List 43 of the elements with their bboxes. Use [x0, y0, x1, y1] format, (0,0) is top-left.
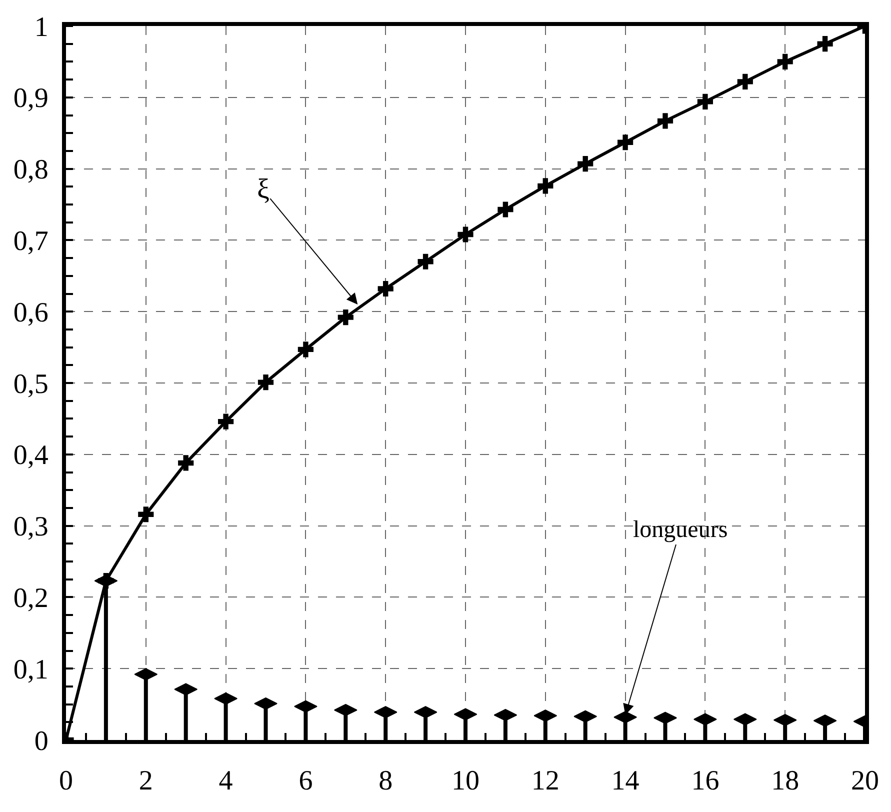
point [737, 74, 753, 90]
x-tick-label: 16 [691, 766, 720, 797]
point [378, 280, 394, 297]
y-tick-label: 0,3 [13, 512, 48, 543]
point [657, 113, 674, 129]
y-tick-label: 0,6 [13, 297, 48, 328]
y-tick-label: 0,7 [13, 226, 48, 257]
y-tick-label: 0,5 [13, 368, 48, 400]
point [498, 202, 514, 218]
x-tick-label: 18 [771, 766, 800, 797]
y-tick-label: 1 [34, 12, 48, 43]
point [258, 374, 274, 390]
point [418, 254, 434, 270]
annotation: longueurs [633, 517, 728, 543]
point [777, 54, 793, 70]
point [538, 178, 554, 194]
point [578, 156, 594, 172]
annotation: ξ [257, 174, 270, 205]
point [298, 342, 314, 358]
point [178, 455, 194, 471]
point [218, 414, 234, 430]
point [458, 226, 474, 242]
x-tick-label: 20 [851, 766, 879, 797]
y-tick-label: 0,1 [13, 654, 48, 686]
x-tick-label: 14 [611, 766, 640, 797]
point [817, 36, 833, 52]
point [98, 572, 114, 589]
x-tick-label: 6 [298, 766, 313, 797]
x-tick-label: 10 [452, 766, 480, 797]
y-tick-label: 0,8 [13, 154, 48, 186]
y-tick-label: 0,2 [13, 583, 48, 614]
x-tick-label: 4 [218, 766, 233, 797]
point [138, 506, 154, 522]
point [697, 94, 713, 110]
point [338, 310, 354, 326]
y-tick-label: 0 [34, 726, 48, 757]
y-tick-label: 0,4 [13, 440, 48, 472]
point [618, 134, 634, 150]
y-tick-label: 0,9 [13, 83, 48, 114]
x-tick-label: 8 [378, 766, 393, 797]
x-tick-label: 12 [531, 766, 560, 797]
x-tick-label: 0 [59, 766, 73, 797]
x-tick-label: 2 [138, 766, 153, 797]
